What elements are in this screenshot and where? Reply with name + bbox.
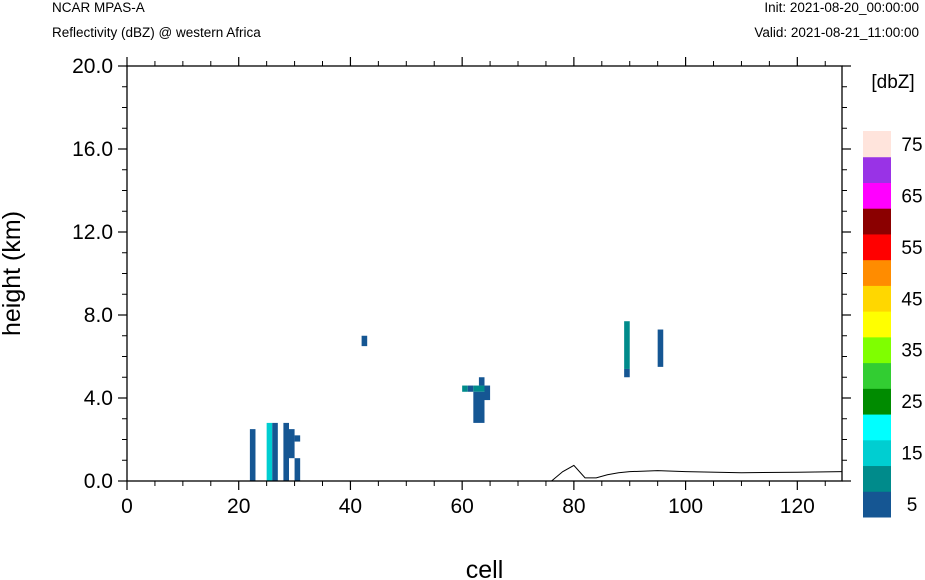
reflectivity-cell	[294, 458, 301, 481]
y-tick-label: 16.0	[72, 138, 113, 161]
colorbar-swatch	[863, 233, 891, 261]
valid-time: Valid: 2021-08-21_11:00:00	[754, 25, 919, 40]
y-tick-label: 12.0	[72, 221, 113, 244]
x-axis-title: cell	[466, 556, 504, 580]
colorbar-unit-label: [dbZ]	[871, 72, 914, 93]
x-tick-label: 20	[227, 495, 250, 518]
colorbar-swatch	[863, 259, 891, 286]
colorbar-swatch	[863, 311, 891, 338]
colorbar-swatch	[863, 182, 891, 209]
colorbar-swatch	[863, 362, 891, 389]
plot-area	[249, 321, 664, 481]
init-time: Init: 2021-08-20_00:00:00	[764, 0, 919, 15]
colorbar-label: 55	[901, 238, 922, 259]
reflectivity-cell	[266, 422, 273, 481]
colorbar-swatch	[863, 336, 891, 364]
reflectivity-cell	[657, 329, 664, 367]
reflectivity-cell	[624, 321, 630, 369]
reflectivity-cell	[478, 377, 485, 386]
colorbar-swatch	[863, 439, 891, 467]
colorbar-swatch	[863, 414, 891, 441]
colorbar-label: 65	[901, 186, 922, 207]
reflectivity-cell	[624, 368, 630, 378]
reflectivity-cell	[473, 385, 485, 392]
colorbar-swatch	[863, 285, 891, 312]
colorbar-label: 35	[901, 341, 922, 362]
terrain-layer	[127, 464, 843, 482]
colorbar-label: 15	[901, 444, 922, 465]
x-tick-label: 60	[450, 495, 473, 518]
colorbar-label: 25	[901, 392, 922, 413]
colorbar-swatch	[863, 388, 891, 415]
reflectivity-cell	[249, 429, 256, 481]
y-tick-label: 4.0	[84, 387, 113, 410]
reflectivity-cell	[462, 385, 468, 392]
reflectivity-cell	[294, 435, 301, 442]
plot-title: Reflectivity (dBZ) @ western Africa	[52, 25, 261, 40]
x-tick-label: 40	[339, 495, 362, 518]
colorbar-label: 5	[907, 495, 918, 516]
x-tick-label: 80	[562, 495, 585, 518]
colorbar-swatch	[863, 491, 891, 518]
colorbar-label: 75	[901, 135, 922, 156]
y-tick-label: 20.0	[72, 55, 113, 78]
colorbar-swatch	[863, 465, 891, 492]
x-tick-label: 100	[668, 495, 703, 518]
y-axis-title: height (km)	[0, 211, 26, 336]
reflectivity-cell	[288, 429, 295, 459]
y-tick-label: 8.0	[84, 304, 113, 327]
reflectivity-cell	[467, 385, 474, 392]
terrain-line	[127, 464, 843, 482]
x-axis: 0 20 40 60 80 100 120	[121, 57, 826, 518]
colorbar-swatch	[863, 156, 891, 183]
x-tick-label: 120	[780, 495, 815, 518]
y-axis: 0.0 4.0 8.0 12.0 16.0 20.0	[72, 55, 851, 493]
reflectivity-cell	[484, 385, 491, 401]
reflectivity-cell	[283, 422, 289, 481]
reflectivity-cell	[272, 422, 278, 481]
model-name: NCAR MPAS-A	[52, 0, 145, 15]
colorbar-swatch	[863, 131, 891, 158]
reflectivity-cell	[473, 391, 485, 423]
colorbar: 5 15 25 35 45 55 65 75	[863, 131, 923, 518]
colorbar-label: 45	[901, 289, 922, 310]
y-tick-label: 0.0	[84, 470, 113, 493]
x-tick-label: 0	[121, 495, 133, 518]
colorbar-swatch	[863, 208, 891, 235]
reflectivity-cell	[361, 335, 368, 347]
